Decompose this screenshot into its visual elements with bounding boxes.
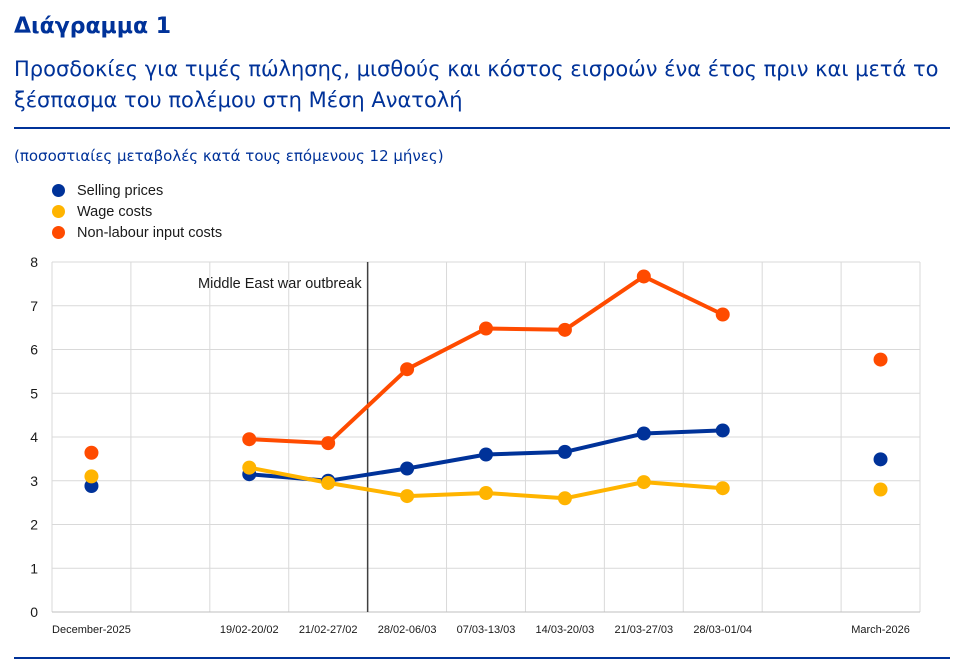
- data-point-series-2: [715, 307, 730, 322]
- x-tick-label: 14/03-20/03: [536, 624, 595, 636]
- legend-marker-selling-prices: [52, 184, 65, 197]
- x-tick-label: December-2025: [52, 624, 131, 636]
- data-point-series-1: [557, 491, 572, 506]
- data-point-series-2: [479, 321, 493, 336]
- legend-item-non-labour-input-costs: Non-labour input costs: [52, 222, 222, 243]
- legend-label-wage-costs: Wage costs: [77, 203, 153, 220]
- legend-marker-non-labour-input-costs: [52, 226, 65, 239]
- y-tick-label: 6: [30, 342, 38, 358]
- y-tick-label: 2: [30, 517, 38, 533]
- data-point-series-0: [84, 479, 99, 493]
- data-point-series-0: [400, 461, 415, 476]
- data-point-series-2: [321, 436, 336, 451]
- top-divider: [14, 127, 950, 129]
- data-point-series-0: [636, 426, 651, 441]
- data-point-series-0: [873, 452, 888, 467]
- data-point-series-1: [84, 469, 99, 484]
- data-point-series-0: [557, 444, 572, 459]
- data-point-series-2: [873, 352, 888, 367]
- legend-item-wage-costs: Wage costs: [52, 201, 222, 222]
- data-point-series-1: [242, 460, 257, 475]
- units-note: (ποσοστιαίες μεταβολές κατά τους επόμενο…: [14, 147, 444, 165]
- y-tick-label: 5: [30, 385, 38, 401]
- data-point-series-1: [400, 489, 415, 504]
- x-tick-label: 07/03-13/03: [457, 624, 516, 636]
- legend: Selling prices Wage costs Non-labour inp…: [52, 180, 222, 243]
- x-tick-label: 28/02-06/03: [378, 624, 437, 636]
- data-point-series-0: [715, 423, 730, 438]
- x-tick-label: 19/02-20/02: [220, 624, 279, 636]
- legend-label-non-labour-input-costs: Non-labour input costs: [77, 224, 223, 241]
- y-tick-label: 1: [30, 560, 38, 576]
- data-point-series-2: [400, 362, 415, 377]
- y-tick-label: 3: [30, 473, 38, 489]
- data-point-series-0: [479, 447, 493, 462]
- series-line-2: [247, 274, 725, 446]
- y-tick-label: 7: [30, 298, 38, 314]
- legend-label-selling-prices: Selling prices: [77, 182, 164, 199]
- x-tick-label: 28/03-01/04: [693, 624, 752, 636]
- legend-marker-wage-costs: [52, 205, 65, 218]
- war-outbreak-annotation: Middle East war outbreak: [198, 276, 362, 292]
- y-tick-label: 0: [30, 604, 38, 620]
- data-point-series-2: [242, 432, 257, 447]
- chart-title: Διάγραμμα 1: [14, 14, 172, 39]
- data-point-series-1: [479, 486, 493, 500]
- x-tick-label: 21/02-27/02: [299, 624, 358, 636]
- y-tick-label: 8: [30, 254, 38, 270]
- chart-subtitle: Προσδοκίες για τιμές πώλησης, μισθούς κα…: [14, 57, 939, 112]
- data-point-series-2: [557, 322, 572, 337]
- data-point-series-1: [715, 481, 730, 496]
- legend-item-selling-prices: Selling prices: [52, 180, 222, 201]
- x-tick-label: March-2026: [851, 624, 910, 636]
- x-tick-label: 21/03-27/03: [614, 624, 673, 636]
- bottom-divider: [14, 657, 950, 659]
- data-point-series-1: [321, 475, 336, 490]
- data-point-series-2: [636, 269, 651, 284]
- data-point-series-1: [873, 482, 888, 497]
- y-tick-label: 4: [30, 429, 38, 445]
- data-point-series-2: [84, 445, 99, 460]
- data-point-series-1: [636, 475, 651, 490]
